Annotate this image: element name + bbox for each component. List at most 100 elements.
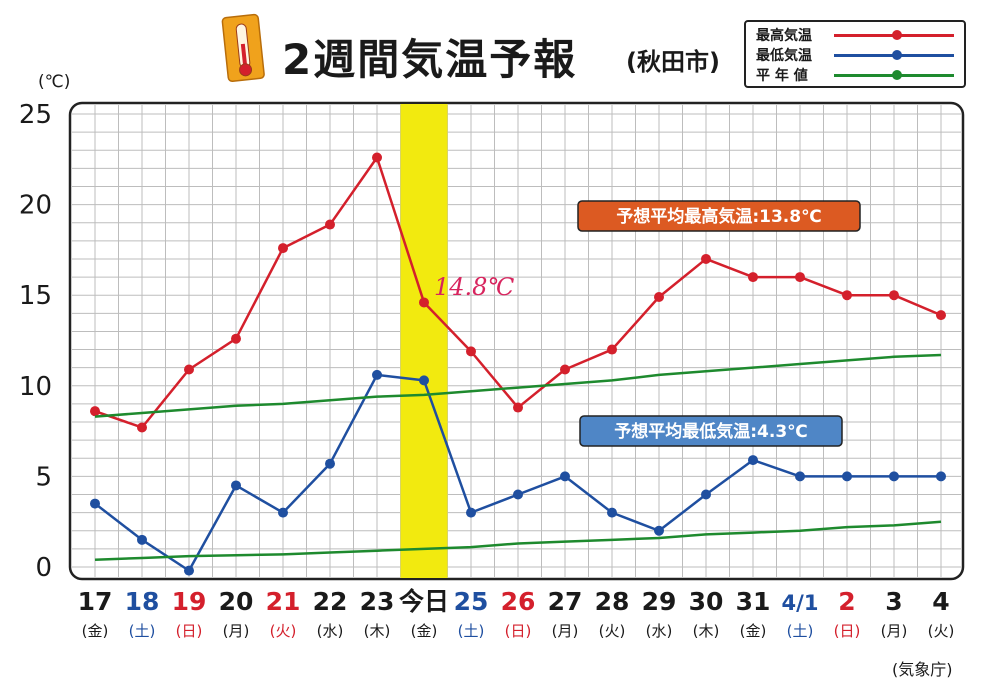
data-point <box>90 498 100 509</box>
y-tick-label: 25 <box>19 100 52 130</box>
x-date-label: 2 <box>838 587 855 616</box>
data-point <box>466 346 476 357</box>
x-tick-labels: 17(金)18(土)19(日)20(月)21(火)22(水)23(木)今日(金)… <box>78 587 955 640</box>
legend-item-min: 最低気温 <box>756 45 812 65</box>
legend-label-min: 最低気温 <box>756 48 812 64</box>
data-point <box>560 364 570 375</box>
grid <box>72 105 961 577</box>
legend-line-min <box>834 50 954 60</box>
x-weekday-label: (水) <box>646 622 673 640</box>
x-weekday-label: (火) <box>270 622 297 640</box>
data-point <box>748 272 758 283</box>
data-point <box>372 369 382 380</box>
data-point <box>466 507 476 518</box>
x-date-label: 19 <box>172 587 207 616</box>
city-label: (秋田市) <box>626 48 720 76</box>
data-point <box>137 422 147 433</box>
data-point <box>325 458 335 469</box>
data-point <box>513 489 523 500</box>
series-line <box>94 353 942 418</box>
y-tick-label: 0 <box>35 553 52 583</box>
source-label: (気象庁) <box>892 660 953 679</box>
legend-marker-max <box>892 30 902 40</box>
x-weekday-label: (土) <box>458 622 485 640</box>
x-weekday-label: (土) <box>129 622 156 640</box>
x-date-label: 25 <box>454 587 489 616</box>
x-date-label: 31 <box>736 587 771 616</box>
data-point <box>137 534 147 545</box>
legend-line-max <box>834 30 954 40</box>
data-point <box>419 297 429 308</box>
data-point <box>936 471 946 482</box>
x-weekday-label: (月) <box>552 622 579 640</box>
data-point <box>795 272 805 283</box>
data-point <box>513 402 523 413</box>
legend: 最高気温 最低気温 平 年 値 <box>744 20 966 88</box>
x-weekday-label: (日) <box>834 622 861 640</box>
max-average-label: 予想平均最高気温:13.8℃ <box>616 206 821 227</box>
x-weekday-label: (水) <box>317 622 344 640</box>
x-weekday-label: (金) <box>82 622 109 640</box>
x-date-label: 22 <box>313 587 348 616</box>
x-weekday-label: (木) <box>364 622 391 640</box>
x-weekday-label: (月) <box>881 622 908 640</box>
x-date-label: 30 <box>689 587 724 616</box>
today-highlight <box>400 104 448 578</box>
handwritten-annotation: 14.8℃ <box>434 273 514 301</box>
legend-label-normal: 平 年 値 <box>756 68 808 84</box>
data-point <box>842 471 852 482</box>
data-point <box>231 480 241 491</box>
y-tick-label: 20 <box>19 191 52 221</box>
series-line <box>94 520 942 562</box>
y-tick-label: 5 <box>35 462 52 492</box>
x-weekday-label: (金) <box>740 622 767 640</box>
data-point <box>184 364 194 375</box>
data-point <box>701 489 711 500</box>
legend-line-normal <box>834 70 954 80</box>
x-date-label: 26 <box>501 587 536 616</box>
max-average-box <box>577 200 861 232</box>
x-date-label: 18 <box>125 587 160 616</box>
x-weekday-label: (火) <box>599 622 626 640</box>
x-date-label: 4/1 <box>782 591 819 615</box>
data-point <box>842 290 852 301</box>
data-point <box>795 471 805 482</box>
x-date-label: 27 <box>548 587 583 616</box>
x-weekday-label: (木) <box>693 622 720 640</box>
y-tick-label: 10 <box>19 372 52 402</box>
data-point <box>325 219 335 230</box>
data-point <box>231 333 241 344</box>
min-average-box <box>579 415 843 447</box>
x-weekday-label: (日) <box>505 622 532 640</box>
legend-label-max: 最高気温 <box>756 28 812 44</box>
data-point <box>419 375 429 386</box>
x-weekday-label: (月) <box>223 622 250 640</box>
x-weekday-label: (金) <box>411 622 438 640</box>
plot-area <box>68 101 965 581</box>
thermometer-icon <box>221 13 265 83</box>
data-point <box>889 290 899 301</box>
page-title: 2週間気温予報 <box>282 35 578 84</box>
data-point <box>372 152 382 163</box>
x-date-label: 3 <box>885 587 902 616</box>
x-date-label: 23 <box>360 587 395 616</box>
data-point <box>278 243 288 254</box>
x-weekday-label: (日) <box>176 622 203 640</box>
x-date-label: 4 <box>932 587 949 616</box>
y-tick-labels: 0 5 10 15 20 25 <box>19 100 52 583</box>
data-point <box>889 471 899 482</box>
x-weekday-label: (土) <box>787 622 814 640</box>
x-weekday-label: (火) <box>928 622 955 640</box>
data-point <box>607 507 617 518</box>
data-point <box>607 344 617 355</box>
y-unit-label: (℃) <box>38 72 71 92</box>
min-average-label: 予想平均最低気温:4.3℃ <box>614 421 808 442</box>
data-point <box>560 471 570 482</box>
y-tick-label: 15 <box>19 281 52 311</box>
x-date-label: 20 <box>219 587 254 616</box>
x-date-label: 21 <box>266 587 301 616</box>
data-point <box>278 507 288 518</box>
data-point <box>184 565 194 576</box>
x-date-label: 17 <box>78 587 113 616</box>
